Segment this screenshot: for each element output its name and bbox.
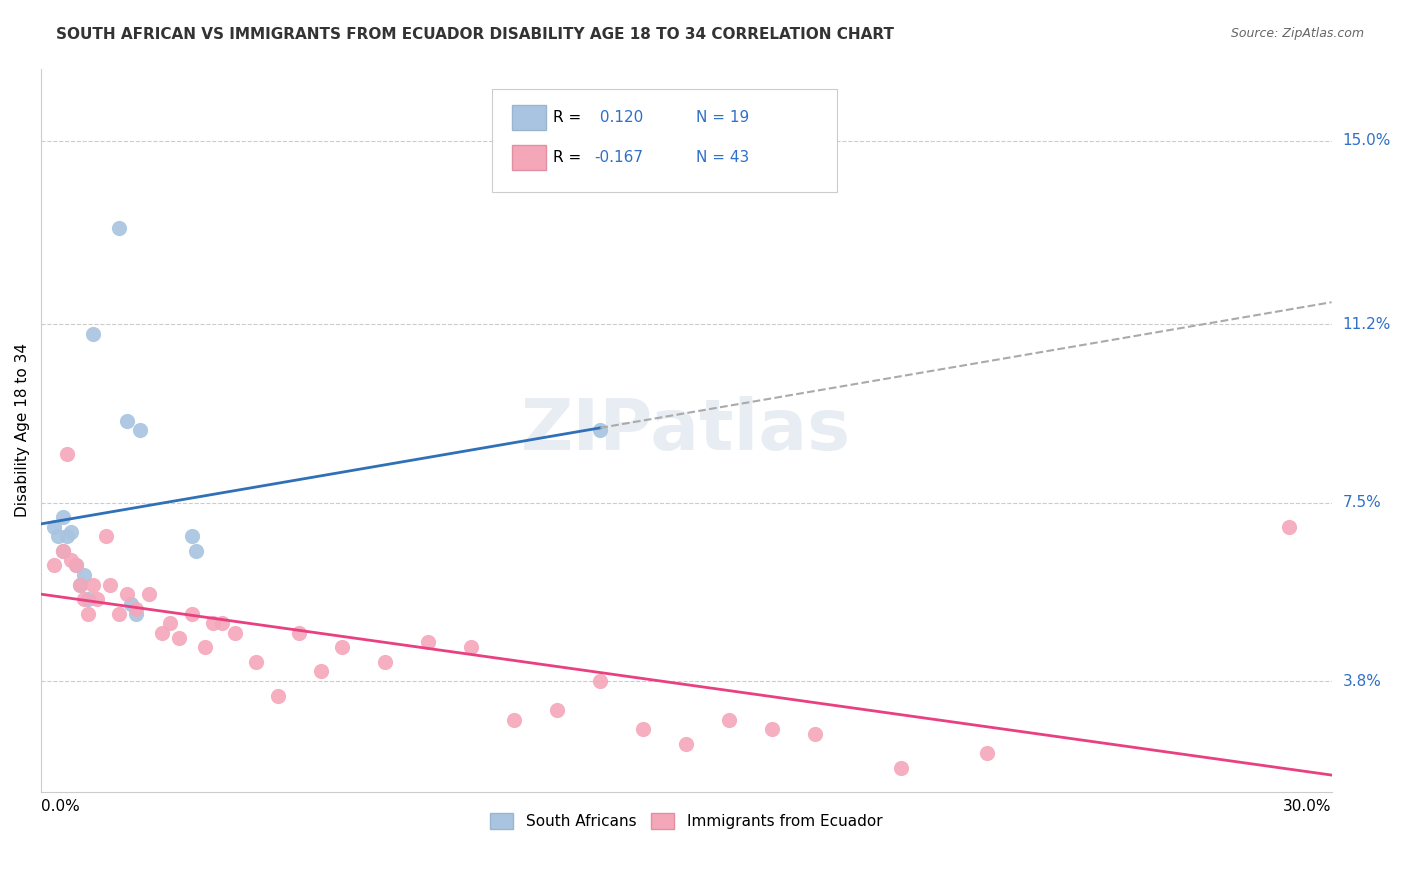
Text: SOUTH AFRICAN VS IMMIGRANTS FROM ECUADOR DISABILITY AGE 18 TO 34 CORRELATION CHA: SOUTH AFRICAN VS IMMIGRANTS FROM ECUADOR… (56, 27, 894, 42)
Point (202, 616, 225, 631)
Y-axis label: Disability Age 18 to 34: Disability Age 18 to 34 (15, 343, 30, 517)
Point (56, 447, 79, 461)
Point (589, 673, 612, 688)
Point (69, 577, 91, 591)
Text: 3.8%: 3.8% (1343, 673, 1382, 689)
Point (94, 529, 117, 543)
Text: R =: R = (553, 111, 586, 125)
Point (73, 568, 96, 582)
Point (193, 640, 215, 655)
Point (86, 592, 108, 607)
Point (60, 524, 83, 539)
Point (418, 635, 440, 649)
Point (245, 655, 267, 669)
Text: N = 43: N = 43 (696, 151, 749, 165)
Point (69, 577, 91, 591)
Point (46, 529, 69, 543)
Point (184, 544, 207, 558)
Text: ZIPatlas: ZIPatlas (522, 396, 852, 465)
Point (266, 689, 288, 703)
Point (115, 587, 138, 601)
Point (309, 665, 332, 679)
Text: 11.2%: 11.2% (1343, 317, 1391, 332)
Point (150, 625, 173, 640)
Point (180, 607, 202, 621)
Point (56, 529, 79, 543)
Point (77, 607, 100, 621)
Point (107, 607, 129, 621)
Text: Source: ZipAtlas.com: Source: ZipAtlas.com (1230, 27, 1364, 40)
Text: 0.0%: 0.0% (41, 799, 80, 814)
Point (52, 510, 75, 524)
Text: 0.120: 0.120 (595, 111, 643, 125)
Point (125, 607, 148, 621)
Point (125, 601, 148, 615)
Point (52, 544, 75, 558)
Text: -0.167: -0.167 (595, 151, 644, 165)
Point (107, 220, 129, 235)
Point (65, 558, 87, 573)
Point (120, 597, 142, 611)
Point (503, 713, 526, 727)
Point (675, 737, 697, 751)
Point (890, 761, 912, 775)
Point (138, 587, 160, 601)
Point (718, 713, 741, 727)
Text: N = 19: N = 19 (696, 111, 749, 125)
Point (60, 553, 83, 567)
Point (374, 655, 396, 669)
Point (546, 703, 568, 717)
Point (82, 577, 104, 591)
Text: 30.0%: 30.0% (1284, 799, 1331, 814)
Text: R =: R = (553, 151, 586, 165)
Point (180, 529, 202, 543)
Legend: South Africans, Immigrants from Ecuador: South Africans, Immigrants from Ecuador (484, 806, 889, 835)
Point (288, 625, 311, 640)
Point (129, 423, 152, 437)
Point (52, 544, 75, 558)
Point (167, 631, 190, 645)
Text: 7.5%: 7.5% (1343, 495, 1381, 510)
Point (115, 414, 138, 428)
Point (589, 423, 612, 437)
Point (761, 723, 783, 737)
Point (159, 616, 181, 631)
Point (82, 326, 104, 341)
Point (42, 519, 65, 533)
Point (98, 577, 121, 591)
Point (73, 592, 96, 607)
Point (77, 592, 100, 607)
Point (224, 625, 246, 640)
Point (1277, 519, 1299, 533)
Point (330, 640, 353, 655)
Point (804, 727, 827, 741)
Point (460, 640, 482, 655)
Text: 15.0%: 15.0% (1343, 134, 1391, 148)
Point (976, 747, 998, 761)
Point (211, 616, 233, 631)
Point (42, 558, 65, 573)
Point (65, 558, 87, 573)
Point (633, 723, 655, 737)
